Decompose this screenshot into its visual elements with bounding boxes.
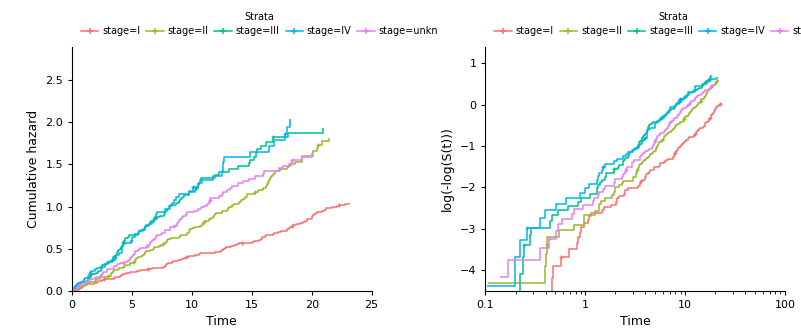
Y-axis label: Cumulative hazard: Cumulative hazard — [26, 110, 40, 228]
Y-axis label: log(-log(S(t))): log(-log(S(t))) — [441, 126, 454, 211]
Legend: stage=I, stage=II, stage=III, stage=IV, stage=unkn: stage=I, stage=II, stage=III, stage=IV, … — [490, 8, 801, 40]
Legend: stage=I, stage=II, stage=III, stage=IV, stage=unkn: stage=I, stage=II, stage=III, stage=IV, … — [77, 8, 442, 40]
X-axis label: Time: Time — [620, 315, 650, 328]
X-axis label: Time: Time — [207, 315, 237, 328]
